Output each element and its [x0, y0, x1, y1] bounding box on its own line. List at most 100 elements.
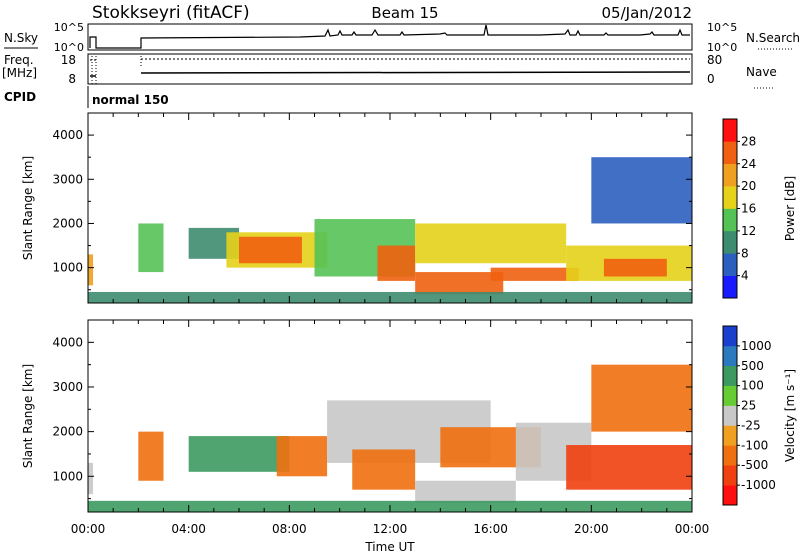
- power-cell-11: [603, 258, 667, 277]
- velocity-cell-5: [352, 449, 416, 490]
- power-colorbar-label: Power [dB]: [783, 176, 797, 241]
- nsearch-label: N.Search: [746, 31, 800, 45]
- nsky-trace: [89, 24, 690, 49]
- power-cell-1: [138, 223, 164, 273]
- x-tick-label: 12:00: [373, 522, 408, 536]
- power-panel: 1000 2000 3000 4000 Slant Range [km] 28 24 20 16…: [21, 112, 797, 304]
- nsky-tick-bottom: 10^0: [54, 41, 84, 54]
- nave-tick-bottom: 0: [707, 72, 715, 86]
- nsky-frame: [87, 23, 693, 51]
- x-tick-labels: 00:00 04:00 08:00 12:00 16:00 20:00 00:00: [71, 522, 710, 536]
- cpid-strip: CPID normal 150: [4, 86, 169, 108]
- velocity-ytick-label: 4000: [52, 335, 83, 349]
- freq-strip: Freq. [MHz] 18 8 80 0 Nave: [2, 53, 777, 89]
- freq-trace: [90, 71, 691, 77]
- velocity-ylabel: Slant Range [km]: [21, 364, 35, 468]
- velocity-cell-9: [566, 445, 692, 490]
- velocity-colorbar-tick-label: -1000: [741, 478, 776, 492]
- power-cell-6: [377, 245, 416, 281]
- x-axis-label: Time UT: [364, 540, 415, 554]
- nsky-tick-top: 10^5: [54, 21, 84, 34]
- velocity-colorbar-segment: [723, 485, 737, 506]
- date-title: 05/Jan/2012: [602, 4, 693, 22]
- velocity-cell-3: [276, 436, 328, 477]
- power-colorbar-tick-label: 4: [741, 269, 749, 283]
- velocity-colorbar-segment: [723, 405, 737, 426]
- power-ytick-label: 1000: [52, 261, 83, 275]
- power-colorbar-segment: [723, 275, 737, 299]
- freq-frame: [87, 53, 693, 85]
- velocity-ytick-label: 1000: [52, 469, 83, 483]
- power-ylabel: Slant Range [km]: [21, 156, 35, 260]
- x-tick-label: 16:00: [473, 522, 508, 536]
- velocity-colorbar-segment: [723, 465, 737, 486]
- velocity-ytick-label: 2000: [52, 425, 83, 439]
- velocity-panel: 1000 2000 3000 4000 Slant Range [km] 1000 500 1…: [21, 319, 797, 513]
- power-cell-9: [490, 267, 579, 281]
- power-colorbar-tick-label: 28: [741, 134, 756, 148]
- velocity-colorbar-tick-label: 500: [741, 359, 764, 373]
- x-axis: 00:00 04:00 08:00 12:00 16:00 20:00 00:00 Time…: [71, 522, 710, 554]
- heatmap-panels: 1000 2000 3000 4000 Slant Range [km] 28 24 20 16…: [21, 112, 797, 513]
- velocity-cell-6: [415, 480, 516, 504]
- velocity-colorbar-label: Velocity [m s⁻¹]: [783, 369, 797, 462]
- freq-label: Freq.: [4, 53, 34, 67]
- velocity-cell-0: [88, 462, 94, 495]
- velocity-colorbar-segment: [723, 385, 737, 406]
- x-tick-label: 20:00: [574, 522, 609, 536]
- velocity-colorbar-segment: [723, 326, 737, 347]
- power-colorbar-tick-label: 20: [741, 179, 756, 193]
- nsearch-tick-top: 10^5: [707, 21, 737, 34]
- power-cell-0: [88, 254, 94, 286]
- velocity-colorbar-tick-label: 25: [741, 399, 756, 413]
- power-ytick-label: 4000: [52, 128, 83, 142]
- cpid-label: CPID: [4, 90, 36, 104]
- header: Stokkseyri (fitACF) Beam 15 05/Jan/2012: [92, 3, 692, 23]
- nave-trace-segment: [91, 56, 142, 84]
- x-tick-label: 04:00: [171, 522, 206, 536]
- station-title: Stokkseyri (fitACF): [92, 3, 250, 23]
- velocity-colorbar-tick-label: 1000: [741, 339, 772, 353]
- velocity-colorbar-tick-label: -500: [741, 458, 768, 472]
- velocity-colorbar-frame: [722, 325, 738, 506]
- velocity-cell-1: [138, 431, 164, 481]
- velocity-colorbar-segment: [723, 365, 737, 386]
- nave-label: Nave: [746, 65, 777, 79]
- nave-trace: [90, 58, 690, 61]
- nave-tick-top: 80: [707, 53, 722, 67]
- x-tick-label: 00:00: [675, 522, 710, 536]
- power-colorbar-segment: [723, 208, 737, 232]
- cpid-value: normal 150: [92, 93, 169, 107]
- freq-tick-bottom: 8: [68, 72, 76, 86]
- power-cell-8: [415, 223, 567, 264]
- nsearch-tick-bottom: 10^0: [707, 41, 737, 54]
- power-colorbar-tick-label: 8: [741, 246, 749, 260]
- power-colorbar-tick-label: 16: [741, 202, 756, 216]
- power-colorbar-segment: [723, 163, 737, 187]
- velocity-colorbar-segment: [723, 445, 737, 466]
- x-tick-label: 00:00: [71, 522, 106, 536]
- velocity-colorbar-tick-label: -25: [741, 418, 761, 432]
- power-colorbar-segment: [723, 119, 737, 142]
- power-cell-7: [415, 272, 504, 295]
- power-colorbar-tick-label: 12: [741, 224, 756, 238]
- power-colorbar-segment: [723, 230, 737, 254]
- velocity-colorbar-segment: [723, 425, 737, 446]
- power-colorbar-segment: [723, 186, 737, 209]
- nsky-strip: N.Sky 10^5 10^0 10^5 10^0 N.Search: [4, 21, 800, 54]
- power-cell-4: [239, 236, 302, 264]
- velocity-cell-10: [591, 364, 692, 432]
- velocity-colorbar-segment: [723, 345, 737, 367]
- freq-tick-top: 18: [61, 53, 76, 67]
- freq-unit: [MHz]: [2, 66, 37, 80]
- power-colorbar-segment: [723, 141, 737, 165]
- power-ytick-label: 3000: [52, 172, 83, 186]
- beam-title: Beam 15: [371, 4, 438, 22]
- velocity-colorbar-tick-label: -100: [741, 438, 768, 452]
- power-colorbar-segment: [723, 253, 737, 276]
- velocity-ytick-label: 3000: [52, 380, 83, 394]
- velocity-cell-2: [188, 436, 290, 472]
- power-colorbar-tick-label: 24: [741, 157, 756, 171]
- power-ytick-label: 2000: [52, 216, 83, 230]
